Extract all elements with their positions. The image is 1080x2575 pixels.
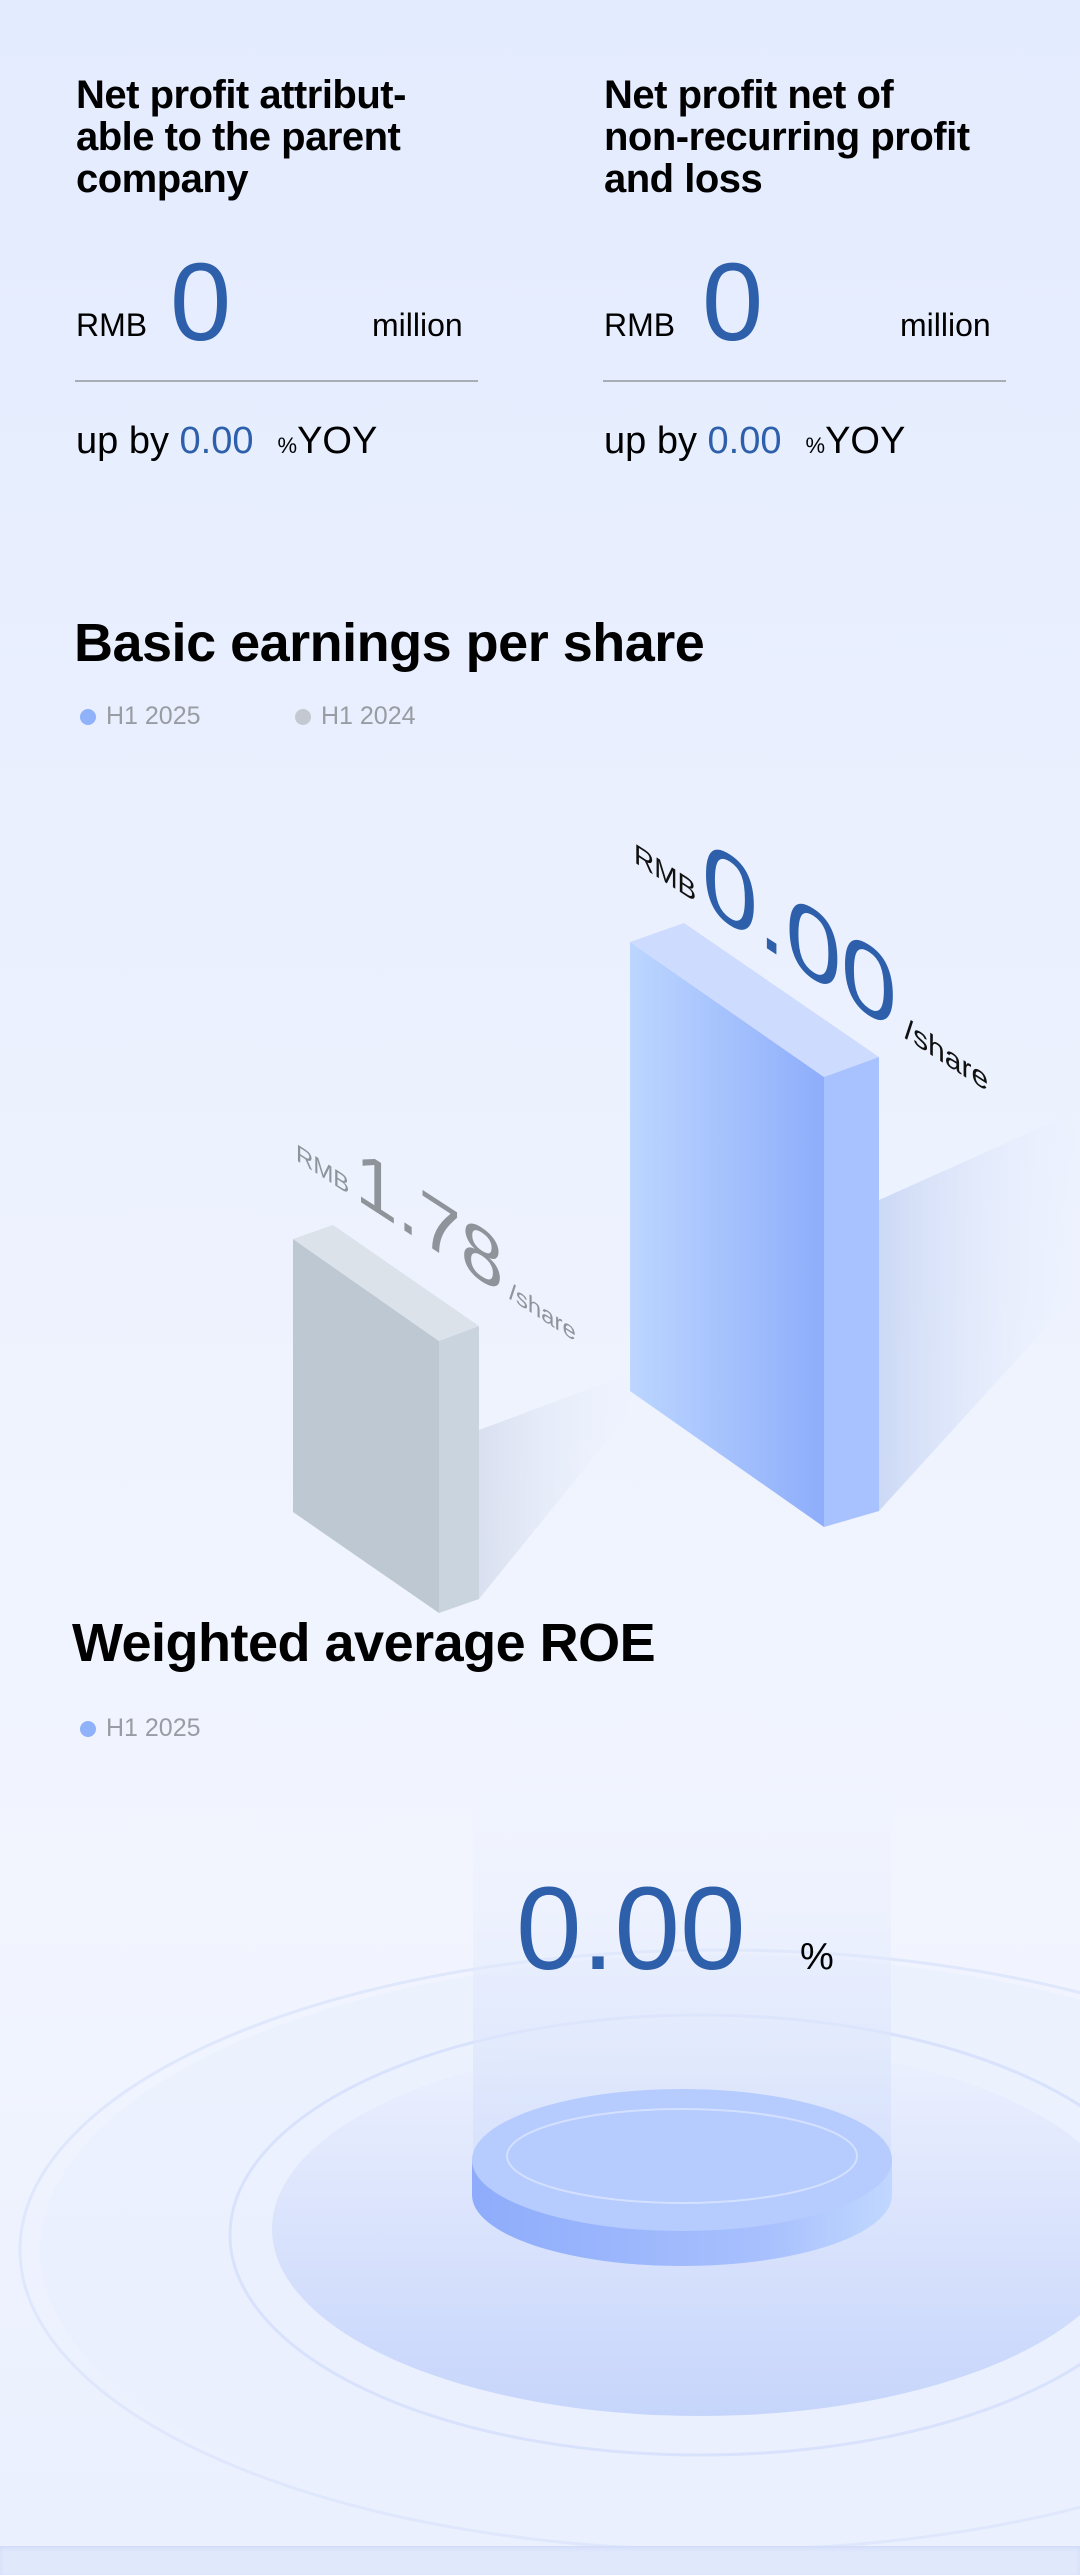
label-currency: RMB	[296, 1138, 349, 1200]
legend-dot-icon	[80, 708, 96, 725]
card-title-net-profit-parent: Net profit attribut- able to the parent …	[76, 74, 496, 200]
disc-top	[472, 2089, 892, 2231]
bar-shadow	[479, 1370, 640, 1599]
disc-inner-ring	[506, 2108, 858, 2204]
yoy-change: up by 0.00 %YOY	[604, 420, 905, 463]
yoy-suffix: YOY	[825, 420, 906, 462]
legend-dot-icon	[80, 1720, 96, 1737]
bar-h1-2025	[630, 923, 879, 1527]
roe-unit: %	[800, 1936, 834, 1978]
roe-legend-2025: H1 2025	[80, 1714, 201, 1743]
net-profit-value: 0	[702, 241, 764, 364]
currency-label: RMB	[76, 307, 148, 343]
title-line: company	[76, 157, 249, 201]
bar-top-face	[630, 923, 879, 1077]
card-title-net-profit-non-recurring: Net profit net of non-recurring profit a…	[604, 74, 1024, 200]
label-unit: /share	[509, 1277, 576, 1348]
yoy-suffix: YOY	[297, 420, 378, 462]
net-profit-value: 0	[170, 241, 232, 364]
eps-legend-2025: H1 2025	[80, 702, 201, 731]
eps-legend-2024: H1 2024	[295, 702, 416, 731]
bar-side-face	[439, 1326, 479, 1613]
eps-title: Basic earnings per share	[74, 613, 705, 673]
bar-front-face	[293, 1239, 439, 1613]
yoy-percent: %	[805, 433, 826, 458]
bar-h1-2024	[293, 1225, 479, 1613]
roe-value: 0.00	[516, 1863, 746, 1995]
bar-shadow	[879, 1110, 1080, 1511]
unit-label: million	[372, 307, 463, 343]
divider	[75, 380, 478, 382]
bar-side-face	[824, 1057, 879, 1527]
label-currency: RMB	[634, 837, 696, 909]
title-line: Net profit attribut-	[76, 73, 406, 117]
title-line: Net profit net of	[604, 73, 894, 117]
yoy-value: 0.00	[707, 420, 782, 462]
divider	[603, 380, 1006, 382]
legend-label: H1 2025	[106, 702, 201, 730]
legend-dot-icon	[295, 708, 311, 725]
yoy-prefix: up by	[76, 420, 169, 462]
title-line: and loss	[604, 157, 763, 201]
unit-label: million	[900, 307, 991, 343]
title-line: non-recurring profit	[604, 115, 970, 159]
footer-bar	[0, 2546, 1080, 2575]
bar-top-face	[293, 1225, 479, 1341]
yoy-value: 0.00	[179, 420, 254, 462]
yoy-percent: %	[277, 433, 298, 458]
yoy-prefix: up by	[604, 420, 697, 462]
yoy-change: up by 0.00 %YOY	[76, 420, 377, 463]
legend-label: H1 2025	[106, 1714, 201, 1742]
roe-title: Weighted average ROE	[72, 1613, 656, 1673]
currency-label: RMB	[604, 307, 676, 343]
bar-front-face	[630, 942, 824, 1527]
label-unit: /share	[905, 1011, 988, 1099]
legend-label: H1 2024	[321, 702, 416, 730]
title-line: able to the parent	[76, 115, 401, 159]
